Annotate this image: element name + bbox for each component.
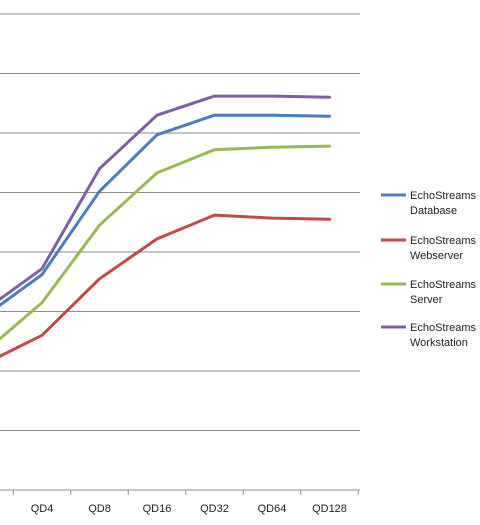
legend-label: Database [410,205,457,217]
legend-label: Workstation [410,337,468,349]
legend: EchoStreams Database EchoStreams Webserver E… [381,190,477,349]
legend-label: Server [410,294,443,306]
legend-label: EchoStreams [410,235,477,247]
x-tick-label: QD4 [31,503,54,515]
series-line [0,144,331,341]
x-tick-label: QD32 [200,503,229,515]
series-line [0,213,331,358]
legend-label: EchoStreams [410,279,477,291]
series-line [0,94,331,301]
legend-label: Webserver [410,250,463,262]
legend-label: EchoStreams [410,190,477,202]
series-lines [0,94,331,358]
x-tick-label: QD16 [143,503,172,515]
series-line [0,113,331,307]
x-tick-label: QD64 [258,503,287,515]
x-tick-label: QD8 [88,503,111,515]
x-axis-ticks: QD4 QD8 QD16 QD32 QD64 QD128 [12,490,359,515]
x-tick-label: QD128 [312,503,347,515]
legend-label: EchoStreams [410,322,477,334]
gridlines [0,13,360,431]
